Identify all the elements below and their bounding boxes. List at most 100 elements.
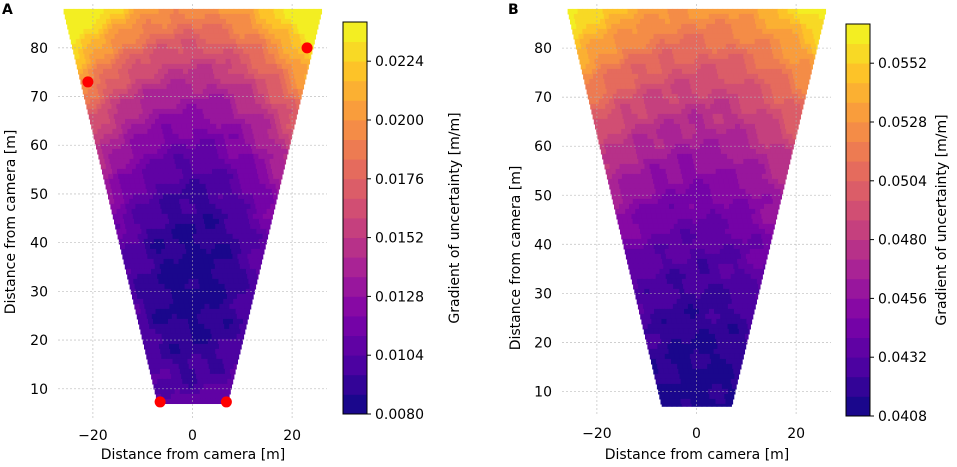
heatmap-cell [208, 113, 215, 120]
heatmap-cell [622, 198, 629, 205]
heatmap-cell [256, 188, 263, 195]
heatmap-cell [145, 308, 152, 315]
heatmap-cell [245, 98, 251, 105]
heatmap-cell [246, 18, 252, 25]
heatmap-cell [264, 218, 270, 225]
heatmap-cell [83, 48, 89, 55]
heatmap-cell [646, 128, 652, 135]
heatmap-cell [102, 168, 108, 175]
heatmap-cell [177, 108, 184, 115]
heatmap-cell [221, 268, 227, 275]
heatmap-cell [588, 33, 595, 40]
heatmap-cell [635, 63, 642, 70]
heatmap-cell [776, 23, 782, 30]
heatmap-cell [748, 53, 754, 60]
heatmap-cell [613, 13, 620, 20]
heatmap-cell [635, 103, 641, 110]
heatmap-cell [238, 318, 244, 325]
heatmap-cell [190, 288, 197, 295]
heatmap-cell [148, 298, 154, 305]
heatmap-cell [718, 263, 724, 270]
heatmap-cell [200, 118, 206, 125]
heatmap-cell [167, 273, 173, 280]
heatmap-cell [725, 228, 731, 235]
heatmap-cell [162, 293, 168, 300]
heatmap-cell [674, 203, 680, 210]
heatmap-cell [177, 273, 183, 280]
heatmap-cell [260, 38, 267, 45]
heatmap-cell [698, 118, 705, 125]
heatmap-cell [103, 173, 109, 180]
heatmap-cell [686, 128, 692, 135]
heatmap-cell [633, 118, 640, 125]
heatmap-cell [181, 83, 188, 90]
heatmap-cell [161, 18, 167, 25]
heatmap-cell [106, 83, 113, 90]
heatmap-cell [768, 178, 774, 185]
heatmap-cell [762, 113, 769, 120]
heatmap-cell [186, 268, 192, 275]
heatmap-cell [735, 43, 742, 50]
heatmap-cell [156, 103, 162, 110]
heatmap-cell [256, 208, 263, 215]
heatmap-cell [751, 23, 757, 30]
heatmap-cell [618, 73, 624, 80]
heatmap-cell [137, 293, 143, 300]
heatmap-cell [155, 183, 162, 190]
heatmap-cell [687, 48, 693, 55]
heatmap-cell [222, 253, 228, 260]
colorbar-band [343, 374, 367, 395]
heatmap-cell [153, 28, 159, 35]
heatmap-cell [611, 193, 618, 200]
camera-marker [82, 76, 94, 88]
heatmap-cell [182, 358, 189, 365]
heatmap-cell [186, 103, 192, 110]
heatmap-cell [660, 293, 667, 300]
heatmap-cell [147, 43, 153, 50]
heatmap-cell [613, 158, 619, 165]
heatmap-cell [159, 138, 166, 145]
heatmap-cell [163, 363, 170, 370]
heatmap-cell [736, 193, 743, 200]
heatmap-cell [678, 158, 684, 165]
heatmap-cell [138, 318, 144, 325]
heatmap-cell [619, 78, 625, 85]
heatmap-cell [168, 113, 175, 120]
heatmap-cell [225, 243, 231, 250]
heatmap-cell [115, 163, 122, 170]
heatmap-cell [779, 58, 786, 65]
heatmap-cell [273, 68, 279, 75]
heatmap-cell [757, 8, 764, 15]
heatmap-cell [303, 68, 308, 75]
heatmap-cell [282, 108, 289, 115]
heatmap-cell [199, 388, 206, 395]
heatmap-cell [769, 98, 775, 105]
heatmap-cell [166, 373, 172, 380]
heatmap-cell [617, 218, 624, 225]
heatmap-cell [784, 143, 791, 150]
heatmap-cell [171, 63, 178, 70]
heatmap-cell [173, 383, 180, 390]
heatmap-cell [642, 133, 648, 140]
heatmap-cell [722, 153, 728, 160]
heatmap-cell [187, 148, 193, 155]
heatmap-cell [160, 328, 166, 335]
heatmap-cell [179, 218, 185, 225]
heatmap-cell [695, 148, 702, 155]
heatmap-cell [199, 303, 205, 310]
heatmap-cell [170, 38, 177, 45]
heatmap-cell [756, 233, 762, 240]
heatmap-cell [715, 253, 722, 260]
heatmap-cell [157, 108, 164, 115]
heatmap-cell [168, 238, 175, 245]
heatmap-cell [185, 348, 191, 355]
heatmap-cell [683, 13, 690, 20]
heatmap-cell [568, 13, 575, 20]
heatmap-cell [260, 223, 266, 230]
heatmap-cell [659, 58, 666, 65]
heatmap-cell [750, 168, 757, 175]
heatmap-cell [639, 163, 646, 170]
heatmap-cell [618, 33, 625, 40]
heatmap-cell [218, 68, 224, 75]
heatmap-cell [186, 373, 192, 380]
